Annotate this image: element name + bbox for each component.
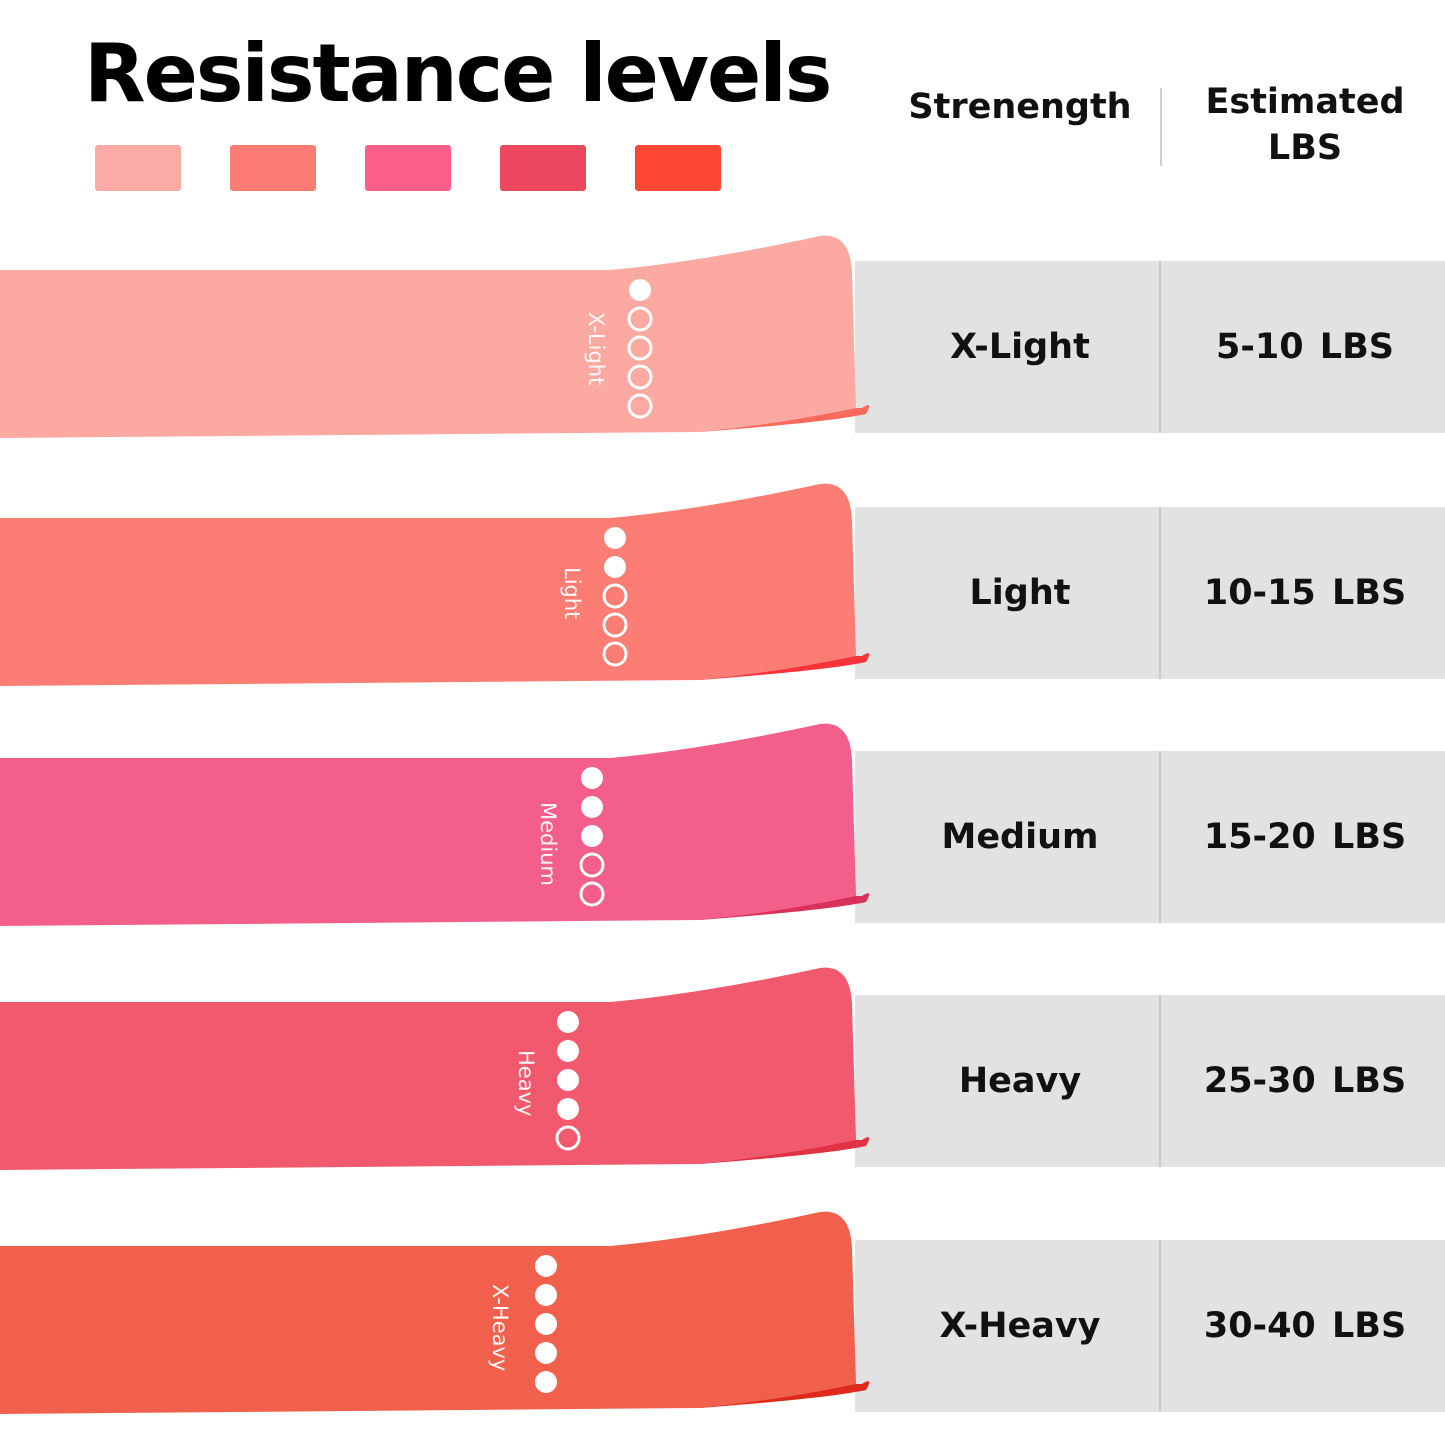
swatch-medium: [365, 145, 451, 191]
table-row: Light 10-15 LBS: [0, 507, 1445, 679]
row-background: [855, 751, 1445, 923]
row-divider: [1159, 261, 1161, 433]
level-dots: [627, 279, 653, 419]
row-divider: [1159, 995, 1161, 1167]
empty-dot-icon: [627, 364, 653, 390]
strength-cell: Heavy: [958, 1061, 1082, 1101]
lbs-cell: 30-40 LBS: [1203, 1306, 1407, 1346]
filled-dot-icon: [581, 825, 603, 847]
strength-cell: X-Light: [950, 327, 1090, 367]
filled-dot-icon: [557, 1069, 579, 1091]
filled-dot-icon: [581, 767, 603, 789]
empty-dot-icon: [579, 852, 605, 878]
filled-dot-icon: [557, 1011, 579, 1033]
filled-dot-icon: [535, 1255, 557, 1277]
lbs-cell: 5-10 LBS: [1216, 327, 1394, 367]
filled-dot-icon: [629, 279, 651, 301]
band-x-light: [0, 235, 870, 438]
empty-dot-icon: [602, 641, 628, 667]
filled-dot-icon: [535, 1342, 557, 1364]
band-medium: [0, 723, 870, 926]
filled-dot-icon: [604, 556, 626, 578]
filled-dot-icon: [557, 1098, 579, 1120]
row-background: [855, 995, 1445, 1167]
column-header-lbs-line2: LBS: [1267, 127, 1343, 168]
band-label: Medium: [536, 802, 560, 886]
band-label: Heavy: [514, 1050, 538, 1117]
level-dots: [579, 767, 605, 907]
row-background: [855, 261, 1445, 433]
filled-dot-icon: [581, 796, 603, 818]
level-dots: [535, 1255, 557, 1393]
strength-cell: Medium: [941, 817, 1099, 857]
row-background: [855, 507, 1445, 679]
empty-dot-icon: [602, 612, 628, 638]
color-swatches: [95, 145, 721, 191]
table-row: X-Heavy 30-40 LBS: [0, 1240, 1445, 1412]
strength-cell: X-Heavy: [939, 1306, 1101, 1346]
filled-dot-icon: [604, 527, 626, 549]
swatch-x-heavy: [635, 145, 721, 191]
empty-dot-icon: [627, 393, 653, 419]
filled-dot-icon: [535, 1284, 557, 1306]
row-divider: [1159, 1240, 1161, 1412]
band-label: X-Heavy: [488, 1284, 512, 1372]
level-dots: [555, 1011, 581, 1151]
row-divider: [1159, 507, 1161, 679]
level-dots: [602, 527, 628, 667]
lbs-cell: 15-20 LBS: [1203, 817, 1407, 857]
lbs-cell: 10-15 LBS: [1203, 573, 1407, 613]
lbs-cell: 25-30 LBS: [1203, 1061, 1407, 1101]
empty-dot-icon: [627, 335, 653, 361]
filled-dot-icon: [535, 1371, 557, 1393]
band-label: Light: [560, 567, 584, 620]
column-header-strength: Strenength: [908, 87, 1132, 127]
strength-cell: Light: [969, 573, 1071, 613]
table-row: X-Light 5-10 LBS: [0, 261, 1445, 433]
row-divider: [1159, 751, 1161, 923]
filled-dot-icon: [557, 1040, 579, 1062]
empty-dot-icon: [555, 1125, 581, 1151]
empty-dot-icon: [579, 881, 605, 907]
table-row: Heavy 25-30 LBS: [0, 995, 1445, 1167]
column-header-lbs-line1: Estimated: [1205, 82, 1405, 122]
band-light: [0, 483, 870, 686]
header-divider: [1160, 88, 1162, 166]
band-heavy: [0, 967, 870, 1170]
empty-dot-icon: [602, 583, 628, 609]
swatch-x-light: [95, 145, 181, 191]
row-background: [855, 1240, 1445, 1412]
page-title: Resistance levels: [84, 27, 832, 120]
swatch-heavy: [500, 145, 586, 191]
band-label: X-Light: [584, 312, 608, 386]
column-header-estimated-lbs: Estimated LBS: [1165, 80, 1445, 171]
table-row: Medium 15-20 LBS: [0, 751, 1445, 923]
filled-dot-icon: [535, 1313, 557, 1335]
band-x-heavy: [0, 1211, 870, 1414]
swatch-light: [230, 145, 316, 191]
empty-dot-icon: [627, 306, 653, 332]
